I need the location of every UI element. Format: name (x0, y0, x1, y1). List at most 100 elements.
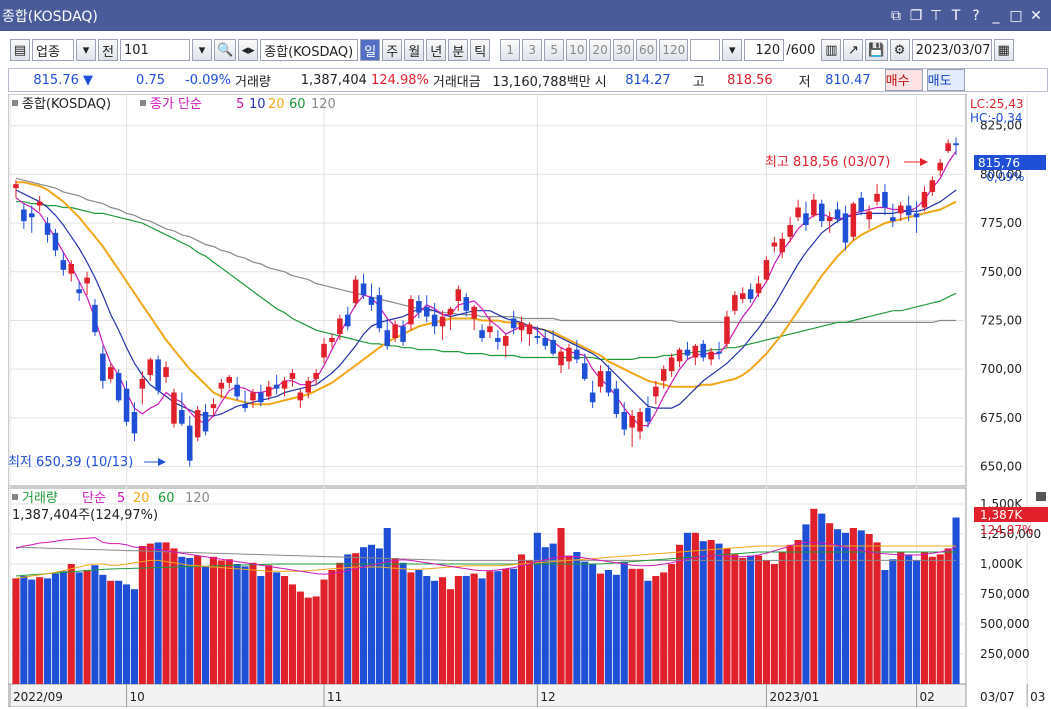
category-select[interactable]: 업종 (32, 39, 74, 61)
period-week-button[interactable]: 주 (382, 39, 403, 61)
candle-body (716, 351, 722, 354)
gear-icon[interactable]: ⚙ (889, 39, 910, 61)
candle-body (597, 371, 604, 387)
volume-bar (857, 530, 865, 684)
candle-body (929, 180, 936, 192)
candle-body (305, 380, 312, 393)
count-input[interactable]: 120 (744, 39, 785, 61)
code-dropdown-icon[interactable]: ▾ (192, 39, 212, 61)
low-arrow-head (158, 458, 166, 466)
candle-body (463, 297, 470, 311)
candle-body (708, 351, 714, 360)
candle-body (581, 363, 588, 379)
ma20-legend: 20 (268, 97, 285, 112)
interval-20-button[interactable]: 20 (589, 39, 611, 61)
price-panel[interactable] (7, 93, 967, 487)
volume-bar (407, 572, 415, 684)
candle-body (526, 324, 533, 335)
volume-bar (201, 566, 210, 684)
candle-body (510, 318, 517, 329)
price-tick-label: 650,00 (980, 460, 1022, 474)
interval-1-button[interactable]: 1 (500, 39, 521, 61)
interval-30-button[interactable]: 30 (612, 39, 635, 61)
save-icon[interactable]: 💾 (865, 39, 888, 61)
volume-bar (265, 565, 273, 684)
minimize-icon[interactable]: _ (992, 7, 1000, 24)
volume-bar (399, 562, 407, 684)
interval-custom-input[interactable] (690, 39, 721, 61)
search-icon[interactable]: 🔍 (214, 39, 237, 61)
candle-body (700, 343, 707, 358)
volume-bar (668, 564, 676, 684)
volume-bar (644, 580, 652, 684)
buy-button[interactable]: 매수 (884, 69, 923, 91)
candle-body (226, 376, 233, 383)
interval-dropdown-icon[interactable]: ▾ (722, 39, 743, 61)
candle-body (771, 242, 778, 247)
volume-bar (652, 576, 660, 684)
volume-bar (146, 543, 154, 684)
close-icon[interactable]: ✕ (1030, 7, 1042, 24)
candle-body (139, 378, 146, 389)
help-icon[interactable]: ? (972, 7, 980, 24)
calendar-icon[interactable]: ▦ (993, 39, 1014, 61)
volume-bar (873, 542, 881, 684)
collapse-icon[interactable] (1036, 492, 1046, 501)
interval-10-button[interactable]: 10 (566, 39, 588, 61)
copy-icon[interactable]: ❐ (909, 7, 923, 24)
text-icon[interactable]: T (951, 7, 961, 24)
volume-bar (533, 532, 541, 684)
candle-body (479, 330, 485, 338)
volume-bar (115, 580, 123, 684)
date-input[interactable]: 2023/03/07 (911, 39, 992, 61)
link-icon[interactable]: ⧉ (891, 7, 901, 24)
trendline-icon[interactable]: ↗ (843, 39, 864, 61)
chart-area[interactable]: 825,00 800,00 775,00 750,00 725,00 700,00 675,… (7, 93, 1051, 708)
window-controls: ⧉ ❐ ⊤ T ? _ □ ✕ (889, 8, 1043, 24)
sell-button[interactable]: 매도 (926, 69, 965, 91)
last-volume-marker (974, 507, 1048, 522)
interval-120-button[interactable]: 120 (659, 39, 689, 61)
volume-bar (778, 552, 786, 684)
volume-bar (715, 543, 723, 684)
high-label: 고 (692, 74, 705, 90)
all-button[interactable]: 전 (98, 39, 118, 61)
indicator-icon[interactable]: ▥ (821, 39, 842, 61)
period-month-button[interactable]: 월 (404, 39, 425, 61)
category-dropdown-icon[interactable]: ▾ (76, 39, 96, 61)
code-input[interactable]: 101 (120, 39, 190, 61)
candle-body (52, 232, 59, 251)
interval-60-button[interactable]: 60 (636, 39, 658, 61)
vol-ma5-legend: 5 (117, 491, 125, 506)
candle-body (423, 306, 430, 317)
candle-body (755, 283, 762, 294)
candle-body (384, 330, 391, 346)
toolbar: ▤ 업종 ▾ 전 101 ▾ 🔍 ◂▸ 종합(KOSDAQ) 일 주 월 년 분… (0, 36, 1051, 64)
volume-ma5-line (15, 537, 957, 575)
volume-bar (786, 544, 794, 684)
menu-icon[interactable]: ▤ (10, 39, 30, 61)
x-tick-label: 11 (327, 690, 342, 704)
open-label: 시 (594, 74, 607, 90)
prev-next-icon[interactable]: ◂▸ (238, 39, 259, 61)
candle-body (186, 425, 193, 461)
pin-icon[interactable]: ⊤ (929, 7, 943, 24)
candle-body (763, 260, 770, 280)
period-day-button[interactable]: 일 (360, 39, 381, 61)
volume-bar (549, 543, 557, 684)
volume-bar (794, 540, 802, 684)
maximize-icon[interactable]: □ (1009, 7, 1023, 24)
period-tick-button[interactable]: 틱 (470, 39, 491, 61)
volume-ma-label: 단순 (82, 491, 106, 506)
chart-svg[interactable]: 825,00 800,00 775,00 750,00 725,00 700,00 675,… (7, 93, 1051, 708)
volume-bar (312, 596, 320, 684)
period-year-button[interactable]: 년 (426, 39, 447, 61)
high-value: 818.56 (727, 72, 773, 88)
interval-5-button[interactable]: 5 (544, 39, 565, 61)
volume-bar (83, 570, 91, 684)
period-minute-button[interactable]: 분 (448, 39, 469, 61)
price-tick-label: 675,00 (980, 411, 1022, 425)
volume-bar (660, 572, 668, 684)
candle-body (297, 392, 304, 401)
interval-3-button[interactable]: 3 (522, 39, 543, 61)
